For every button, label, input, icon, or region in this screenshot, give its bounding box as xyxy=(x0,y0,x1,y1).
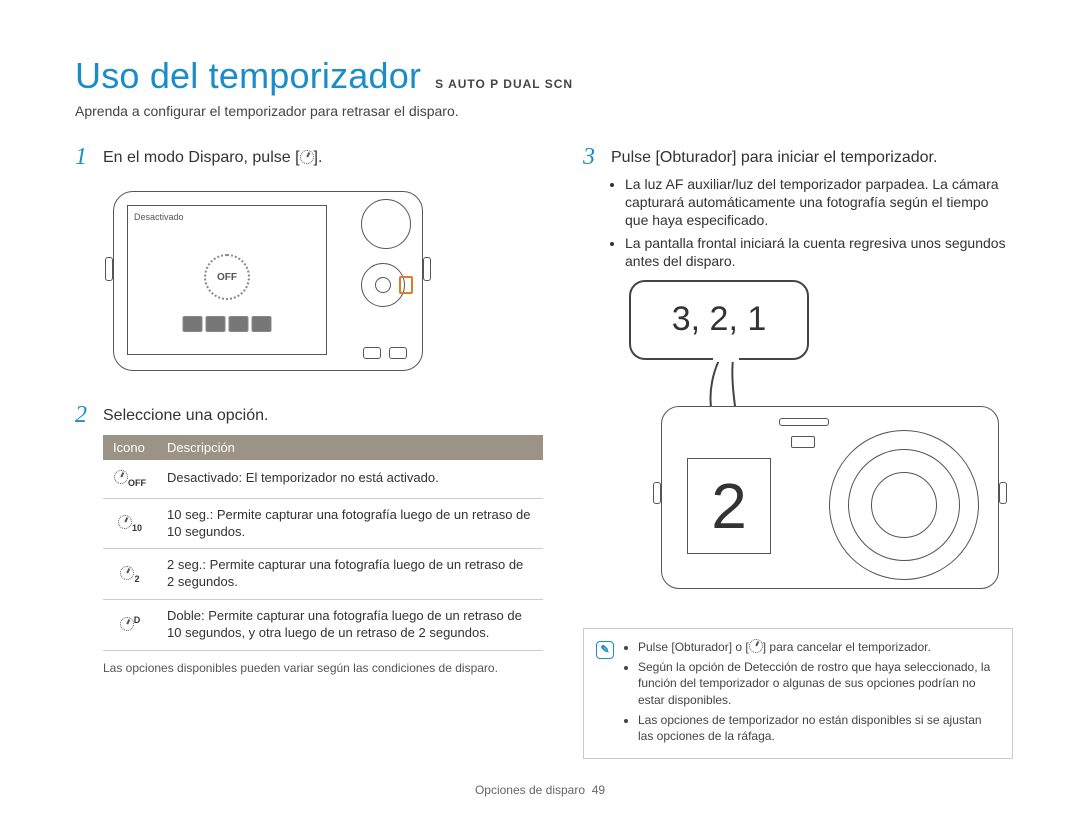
timer-2-icon xyxy=(120,566,134,580)
row-text: : Permite capturar una fotografía luego … xyxy=(167,608,522,640)
row-text: : Permite capturar una fotografía luego … xyxy=(167,557,523,589)
lcd-off-icon: OFF xyxy=(204,254,250,300)
step-2: 2 Seleccione una opción. xyxy=(75,403,543,427)
row-text: : El temporizador no está activado. xyxy=(239,470,439,485)
info-mid: ] o [ xyxy=(729,640,749,654)
info-list: Pulse [Obturador] o [ ] para cancelar el … xyxy=(638,639,1000,748)
back-button xyxy=(363,347,381,359)
timer-icon xyxy=(749,639,763,653)
step-1-pre: En el modo Disparo, pulse [ xyxy=(103,149,300,166)
top-bar xyxy=(779,418,829,426)
title-row: Uso del temporizador S AUTO P DUAL SCN xyxy=(75,55,1005,97)
info-post: ] para cancelar el temporizador. xyxy=(763,640,931,654)
table-note: Las opciones disponibles pueden variar s… xyxy=(103,661,543,677)
info-item: Las opciones de temporizador no están di… xyxy=(638,712,1000,744)
desc-cell: 2 seg.: Permite capturar una fotografía … xyxy=(157,549,543,600)
step-number: 3 xyxy=(583,145,601,169)
table-row: D Doble: Permite capturar una fotografía… xyxy=(103,600,543,651)
countdown-illustration: 3, 2, 1 2 xyxy=(583,280,1013,610)
step-number: 2 xyxy=(75,403,93,427)
icon-cell: 2 xyxy=(103,549,157,600)
strap-left xyxy=(653,482,661,504)
icon-cell: D xyxy=(103,600,157,651)
mode-icons: S AUTO P DUAL SCN xyxy=(435,77,573,91)
desc-cell: 10 seg.: Permite capturar una fotografía… xyxy=(157,498,543,549)
table-row: 2 2 seg.: Permite capturar una fotografí… xyxy=(103,549,543,600)
icon-sub: D xyxy=(134,615,141,625)
bullet: La luz AF auxiliar/luz del temporizador … xyxy=(625,175,1013,230)
timer-icon xyxy=(300,150,314,164)
left-column: 1 En el modo Disparo, pulse []. Desactiv… xyxy=(75,145,543,759)
table-row: 10 10 seg.: Permite capturar una fotogra… xyxy=(103,498,543,549)
info-box: ✎ Pulse [Obturador] o [ ] para cancelar e… xyxy=(583,628,1013,759)
lcd-option-row xyxy=(183,316,272,332)
step-1: 1 En el modo Disparo, pulse []. xyxy=(75,145,543,169)
step-3-bullets: La luz AF auxiliar/luz del temporizador … xyxy=(613,175,1013,270)
back-button xyxy=(389,347,407,359)
camera-back-illustration: Desactivado OFF xyxy=(103,181,433,381)
row-bold: 2 seg. xyxy=(167,557,202,572)
strap-right xyxy=(999,482,1007,504)
page-title: Uso del temporizador xyxy=(75,55,421,97)
info-icon: ✎ xyxy=(596,641,614,659)
strap-right xyxy=(423,257,431,281)
lcd-label: Desactivado xyxy=(134,212,184,222)
camera-front-illustration: 2 xyxy=(655,400,1005,595)
step3-pre: Pulse [ xyxy=(611,149,660,166)
step-number: 1 xyxy=(75,145,93,169)
icon-sub: OFF xyxy=(128,478,146,488)
info-item: Según la opción de Detección de rostro q… xyxy=(638,659,1000,708)
timer-off-icon xyxy=(114,470,128,484)
step-1-post: ]. xyxy=(314,149,323,166)
footer-page: 49 xyxy=(592,783,605,797)
th-desc: Descripción xyxy=(157,435,543,460)
lcd-opt xyxy=(206,316,226,332)
step3-post: ] para iniciar el temporizador. xyxy=(732,149,937,166)
info-bold: Obturador xyxy=(675,640,729,654)
icon-cell: 10 xyxy=(103,498,157,549)
th-icon: Icono xyxy=(103,435,157,460)
lcd-opt xyxy=(183,316,203,332)
lcd-opt xyxy=(229,316,249,332)
timer-double-icon xyxy=(120,617,134,631)
flash xyxy=(791,436,815,448)
step-2-text: Seleccione una opción. xyxy=(103,403,268,427)
strap-left xyxy=(105,257,113,281)
row-bold: Desactivado xyxy=(167,470,239,485)
lens-inner xyxy=(871,472,937,538)
content-columns: 1 En el modo Disparo, pulse []. Desactiv… xyxy=(75,145,1005,759)
info-item: Pulse [Obturador] o [ ] para cancelar el … xyxy=(638,639,1000,655)
camera-lcd: Desactivado OFF xyxy=(127,205,327,355)
page-subtitle: Aprenda a configurar el temporizador par… xyxy=(75,103,1005,119)
row-bold: Doble xyxy=(167,608,201,623)
timer-10-icon xyxy=(118,515,132,529)
right-column: 3 Pulse [Obturador] para iniciar el temp… xyxy=(583,145,1013,759)
page-footer: Opciones de disparo 49 xyxy=(0,783,1080,797)
mode-dial xyxy=(361,199,411,249)
footer-label: Opciones de disparo xyxy=(475,783,585,797)
desc-cell: Doble: Permite capturar una fotografía l… xyxy=(157,600,543,651)
desc-cell: Desactivado: El temporizador no está act… xyxy=(157,460,543,498)
bullet: La pantalla frontal iniciará la cuenta r… xyxy=(625,234,1013,270)
front-display: 2 xyxy=(687,458,771,554)
step-1-text: En el modo Disparo, pulse []. xyxy=(103,145,322,169)
step-3-text: Pulse [Obturador] para iniciar el tempor… xyxy=(611,145,937,169)
row-text: : Permite capturar una fotografía luego … xyxy=(167,507,531,539)
options-table: Icono Descripción OFF Desactivado: El te… xyxy=(103,435,543,651)
icon-cell: OFF xyxy=(103,460,157,498)
row-bold: 10 seg. xyxy=(167,507,210,522)
timer-button-highlight xyxy=(399,276,413,294)
step3-bold: Obturador xyxy=(660,149,732,166)
step-3: 3 Pulse [Obturador] para iniciar el temp… xyxy=(583,145,1013,169)
icon-sub: 2 xyxy=(134,574,139,584)
table-row: OFF Desactivado: El temporizador no está… xyxy=(103,460,543,498)
lcd-opt xyxy=(252,316,272,332)
icon-sub: 10 xyxy=(132,523,142,533)
info-pre: Pulse [ xyxy=(638,640,675,654)
